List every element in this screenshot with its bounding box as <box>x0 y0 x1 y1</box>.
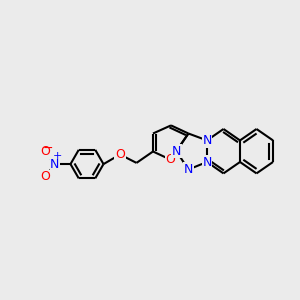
Text: O: O <box>40 170 50 183</box>
Text: −: − <box>43 142 54 155</box>
Text: N: N <box>172 145 181 158</box>
Text: O: O <box>115 148 125 161</box>
Text: O: O <box>40 145 50 158</box>
Text: N: N <box>202 134 212 147</box>
Text: O: O <box>166 153 175 166</box>
Text: N: N <box>184 163 193 176</box>
Text: N: N <box>202 155 212 169</box>
Text: +: + <box>53 151 63 161</box>
Text: N: N <box>50 158 60 171</box>
